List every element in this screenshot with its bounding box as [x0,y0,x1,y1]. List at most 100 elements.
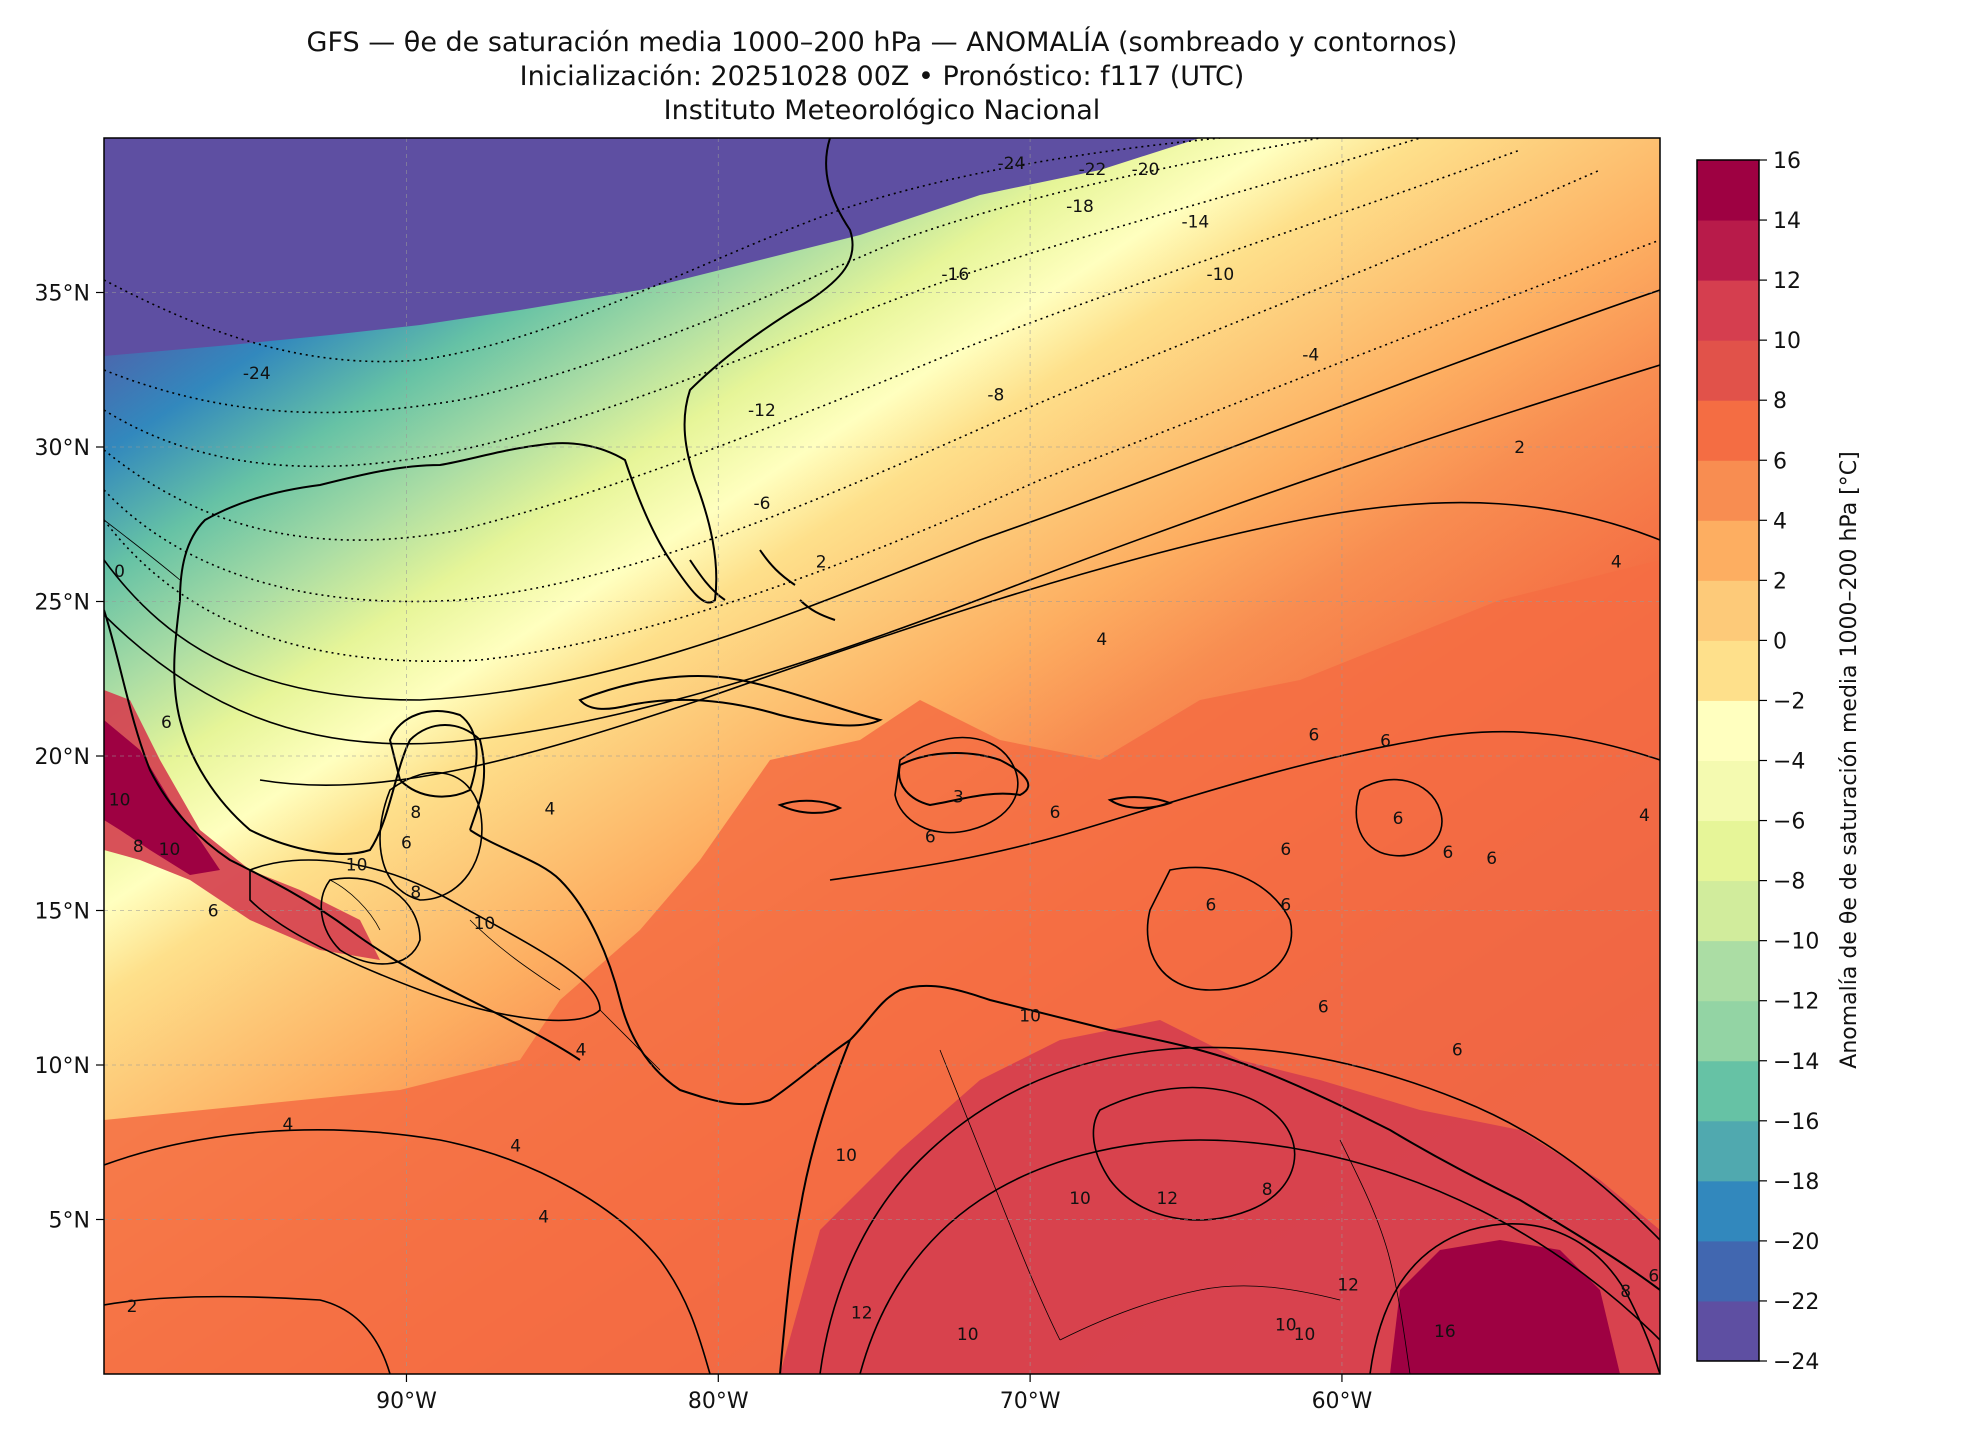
colorbar-swatch [1697,400,1759,461]
colorbar-tick-label: 0 [1773,629,1787,654]
contour-6-central-america [249,859,601,1022]
lon-tick-label: 60°W [1312,1389,1373,1414]
contour-label: 6 [1393,809,1404,829]
map-plot-area: -24 -22 -20 -18 -16 -14 -10 -12 -8 -4 -24 -6 2 2 4 0 4 6 6… [104,138,1660,1374]
title-line-2: Inicialización: 20251028 00Z • Pronóstic… [519,61,1245,92]
lat-tick-label: 25°N [35,591,90,616]
contour-label: 6 [1280,896,1291,916]
colorbar-tick-label: −12 [1773,990,1819,1015]
contour-6-atlantic [1355,778,1443,857]
contour-label: 6 [1452,1041,1463,1061]
contour-label: 10 [957,1325,979,1345]
contour-labels: -24 -22 -20 -18 -16 -14 -10 -12 -8 -4 -24 -6 2 2 4 0 4 6 6… [109,154,1659,1345]
contour-neg-20 [104,138,1321,414]
coastline-hispaniola [898,752,1030,807]
colorbar-tick-label: −14 [1773,1050,1819,1075]
contour-label: 6 [925,828,936,848]
colorbar-swatch [1697,820,1759,882]
contour-label: 12 [851,1303,873,1323]
colorbar-tick-label: 12 [1773,269,1801,294]
colorbar-tick-label: −8 [1773,870,1805,895]
contour-2 [104,364,1660,745]
contour-label: 6 [161,713,172,733]
contour-label: -22 [1079,160,1107,180]
colorbar-swatch [1697,880,1759,942]
colorbar-tick-label: −10 [1773,930,1819,955]
colorbar-swatch [1697,1120,1759,1182]
lat-tick-label: 10°N [35,1054,90,1079]
coastline-yucatan [388,710,478,798]
coastline-florida-keys [689,559,726,601]
contour-label: 6 [1050,803,1061,823]
contour-label: 16 [1434,1322,1456,1342]
contour-label: 10 [159,840,181,860]
coastline-mexico-pacific [104,609,581,1061]
contour-4-north [259,501,1660,786]
colorbar-swatch [1697,280,1759,341]
contour-label: -6 [753,494,770,514]
contour-label: -12 [748,401,776,421]
lon-tick-label: 70°W [1000,1389,1061,1414]
contour-label: 10 [835,1146,857,1166]
contour-label: 2 [127,1297,138,1317]
contour-label: 6 [401,834,412,854]
contour-neg-4 [104,239,1660,663]
colorbar-tick-label: 2 [1773,569,1787,594]
contour-6-island-ring [1146,866,1293,991]
contour-8-venezuela [859,1139,1660,1374]
contour-label: 8 [1262,1180,1273,1200]
colorbar-tick-label: 6 [1773,449,1787,474]
colorbar-tick-label: 4 [1773,509,1787,534]
contour-label: 10 [1275,1316,1297,1336]
colorbar-swatch [1697,160,1759,221]
colorbar-swatch [1697,1000,1759,1062]
contour-zero [104,289,1660,701]
colorbar-tick-label: −16 [1773,1110,1819,1135]
contour-neg-8 [104,169,1601,603]
colorbar-swatch [1697,700,1759,761]
contour-6-caribbean [829,730,1660,881]
contour-label: -10 [1206,265,1234,285]
latitude-ticks: 35°N 30°N 25°N 20°N 15°N 10°N 5°N [35,282,104,1234]
colorbar-swatch [1697,940,1759,1002]
contour-label: 6 [1648,1266,1659,1286]
longitude-ticks: 90°W 80°W 70°W 60°W [376,1374,1373,1414]
colorbar-tick-label: −20 [1773,1230,1819,1255]
colorbar-swatch [1697,760,1759,822]
contour-label: 4 [544,800,555,820]
contour-label: 6 [1380,732,1391,752]
border-us-mexico [104,519,181,581]
coastline-cuba [578,675,883,727]
contour-label: 4 [283,1115,294,1135]
contour-label: 6 [1308,726,1319,746]
colorbar-ticks: −24−22−20−18−16−14−12−10−8−6−4−202468101… [1759,149,1819,1375]
coastline-south-america [849,984,1660,1291]
colorbar-tick-label: −18 [1773,1170,1819,1195]
title-line-3: Instituto Meteorológico Nacional [663,95,1101,126]
colorbar-swatch [1697,1060,1759,1122]
coastline-mexico-gulf [173,599,486,855]
contour-4-pacific [104,1129,711,1374]
colorbar-tick-label: −22 [1773,1290,1819,1315]
contour-label: 4 [1639,806,1650,826]
coastline-jamaica [777,799,843,814]
contour-neg-16 [104,138,1421,468]
contour-label: -8 [987,386,1004,406]
contour-8-central-america [379,771,483,901]
country-borders [104,519,1411,1374]
colorbar-swatch [1697,460,1759,521]
contour-6-hispaniola [894,736,1019,834]
contour-label: 2 [1514,438,1525,458]
cold-anomaly-region [104,138,1200,356]
contour-label: 3 [953,787,964,807]
contour-label: 10 [109,790,131,810]
contour-label: 12 [1156,1189,1178,1209]
colorbar-tick-label: 8 [1773,389,1787,414]
coastline-us-east [179,138,854,604]
contour-10-venezuela [1092,1086,1296,1221]
colorbar-label: Anomalía de θe de saturación media 1000–… [1837,451,1862,1068]
colorbar-tick-label: −2 [1773,689,1805,714]
contour-label: 6 [1486,849,1497,869]
colorbar-tick-label: 10 [1773,329,1801,354]
contour-label: 4 [576,1041,587,1061]
